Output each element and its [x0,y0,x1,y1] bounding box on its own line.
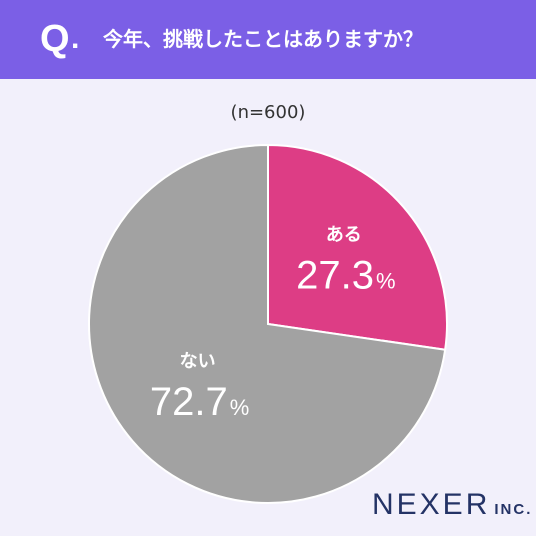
q-letter: Q [40,18,70,60]
sample-size-label: (n=600) [230,102,306,123]
logo-text: NEXER [372,488,491,521]
question-header: Q . 今年、挑戦したことはありますか？ [0,0,536,79]
slice-value-label: 27.3% [296,253,395,297]
question-text: 今年、挑戦したことはありますか？ [103,27,423,51]
logo-suffix: INC. [494,501,533,518]
slice-value-label: 72.7% [150,380,249,424]
pie-slice-1 [267,143,448,351]
slice-category-label: ある [326,224,362,245]
pie-slice-2 [88,143,447,504]
nexer-logo: NEXER INC. [372,488,532,522]
q-dot: . [71,22,80,55]
slice-category-label: ない [180,351,216,372]
